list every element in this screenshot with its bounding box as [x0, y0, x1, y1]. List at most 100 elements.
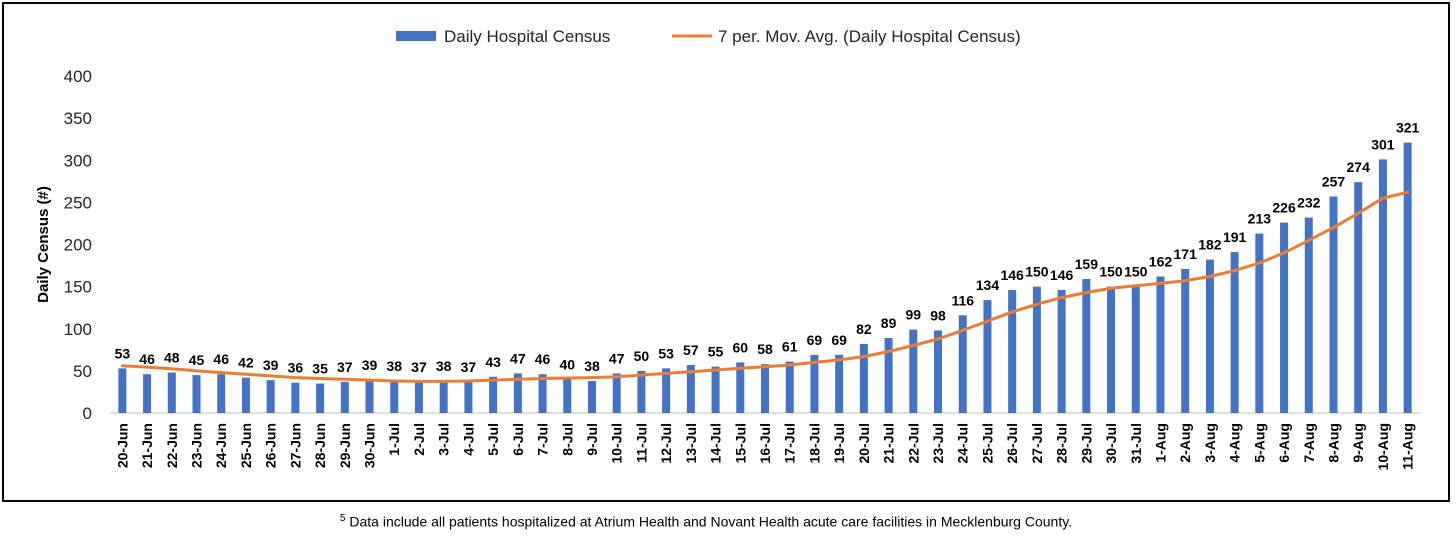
x-tick-label: 31-Jul [1128, 423, 1144, 463]
bar [143, 374, 152, 413]
bar [1378, 159, 1387, 413]
data-label: 213 [1248, 211, 1272, 227]
bar [835, 354, 844, 413]
bar [1032, 286, 1041, 413]
x-tick-label: 11-Aug [1400, 423, 1416, 470]
x-tick-label: 1-Jul [386, 423, 402, 456]
x-tick-label: 6-Aug [1276, 423, 1292, 463]
data-label: 55 [708, 344, 724, 360]
bar [1329, 196, 1338, 413]
data-label: 61 [782, 339, 798, 355]
x-tick-label: 15-Jul [732, 423, 748, 463]
data-label: 146 [1050, 267, 1074, 283]
bar [662, 368, 671, 413]
x-tick-label: 20-Jul [856, 423, 872, 463]
x-tick-label: 21-Jun [139, 423, 155, 468]
x-tick-label: 20-Jun [114, 423, 130, 468]
data-label: 134 [976, 277, 1000, 293]
data-label: 53 [115, 345, 131, 361]
x-tick-label: 4-Aug [1227, 423, 1243, 463]
data-label: 47 [510, 350, 526, 366]
bar [167, 372, 176, 413]
data-label: 274 [1347, 159, 1371, 175]
bar [316, 383, 325, 413]
x-tick-label: 22-Jul [905, 423, 921, 463]
data-label: 116 [951, 292, 974, 308]
data-label: 35 [312, 361, 328, 377]
data-label: 232 [1297, 195, 1321, 211]
bar [1181, 268, 1190, 413]
bar [637, 370, 646, 413]
data-label: 37 [461, 359, 477, 375]
bar [1156, 276, 1165, 413]
bar [1082, 279, 1091, 413]
x-tick-label: 3-Aug [1202, 423, 1218, 463]
bar [291, 382, 300, 413]
y-tick-label: 150 [64, 278, 92, 297]
bar [1131, 286, 1140, 413]
data-label: 38 [584, 358, 600, 374]
data-label: 36 [288, 360, 304, 376]
bar [1107, 286, 1116, 413]
x-tick-label: 16-Jul [757, 423, 773, 463]
x-tick-label: 12-Jul [658, 423, 674, 463]
data-label: 40 [559, 356, 575, 372]
x-tick-label: 9-Aug [1350, 423, 1366, 463]
data-label: 150 [1124, 264, 1148, 280]
bar [958, 315, 967, 413]
x-tick-label: 25-Jun [238, 423, 254, 468]
data-label: 46 [139, 351, 155, 367]
bar [192, 375, 201, 413]
x-tick-label: 5-Aug [1251, 423, 1267, 463]
footnote-text: Data include all patients hospitalized a… [349, 513, 1073, 530]
data-label: 162 [1149, 254, 1173, 270]
x-tick-label: 29-Jun [337, 423, 353, 468]
bar [118, 368, 127, 413]
data-label: 46 [213, 351, 229, 367]
x-tick-label: 30-Jun [362, 423, 378, 468]
bar [1008, 289, 1017, 413]
bar [1403, 142, 1412, 413]
bar [1205, 259, 1214, 413]
data-label: 46 [535, 351, 551, 367]
x-tick-label: 10-Aug [1375, 423, 1391, 470]
bar [241, 377, 250, 413]
footnote-marker: 5 [339, 513, 346, 524]
bar [1255, 233, 1264, 413]
x-tick-label: 7-Aug [1301, 423, 1317, 463]
y-tick-label: 200 [64, 236, 92, 255]
data-label: 171 [1174, 246, 1198, 262]
x-tick-label: 24-Jul [955, 423, 971, 463]
bar [983, 300, 992, 413]
data-label: 50 [634, 348, 650, 364]
data-label: 48 [164, 350, 180, 366]
moving-average-line [120, 190, 1410, 383]
bar [810, 354, 819, 413]
bar [587, 380, 596, 413]
bar [1304, 217, 1313, 413]
x-tick-label: 23-Jun [189, 423, 205, 468]
data-label: 150 [1025, 264, 1049, 280]
bar [340, 381, 349, 413]
data-label: 39 [263, 357, 279, 373]
x-tick-label: 29-Jul [1078, 423, 1094, 463]
x-tick-label: 4-Jul [460, 423, 476, 456]
footnote: 5 Data include all patients hospitalized… [0, 513, 1412, 530]
x-tick-label: 8-Jul [559, 423, 575, 456]
bar [884, 338, 893, 413]
bar [785, 361, 794, 413]
x-tick-label: 11-Jul [633, 423, 649, 463]
x-tick-label: 18-Jul [806, 423, 822, 463]
data-label: 37 [337, 359, 353, 375]
bar [1230, 252, 1239, 413]
y-axis-label: Daily Census (#) [35, 186, 52, 303]
y-tick-label: 300 [64, 151, 92, 170]
bar [390, 380, 399, 413]
x-tick-label: 24-Jun [213, 423, 229, 468]
x-tick-label: 5-Jul [485, 423, 501, 456]
x-tick-label: 3-Jul [436, 423, 452, 456]
data-label: 39 [362, 357, 378, 373]
bar [1354, 182, 1363, 413]
data-label: 38 [436, 358, 452, 374]
x-tick-label: 27-Jun [287, 423, 303, 468]
